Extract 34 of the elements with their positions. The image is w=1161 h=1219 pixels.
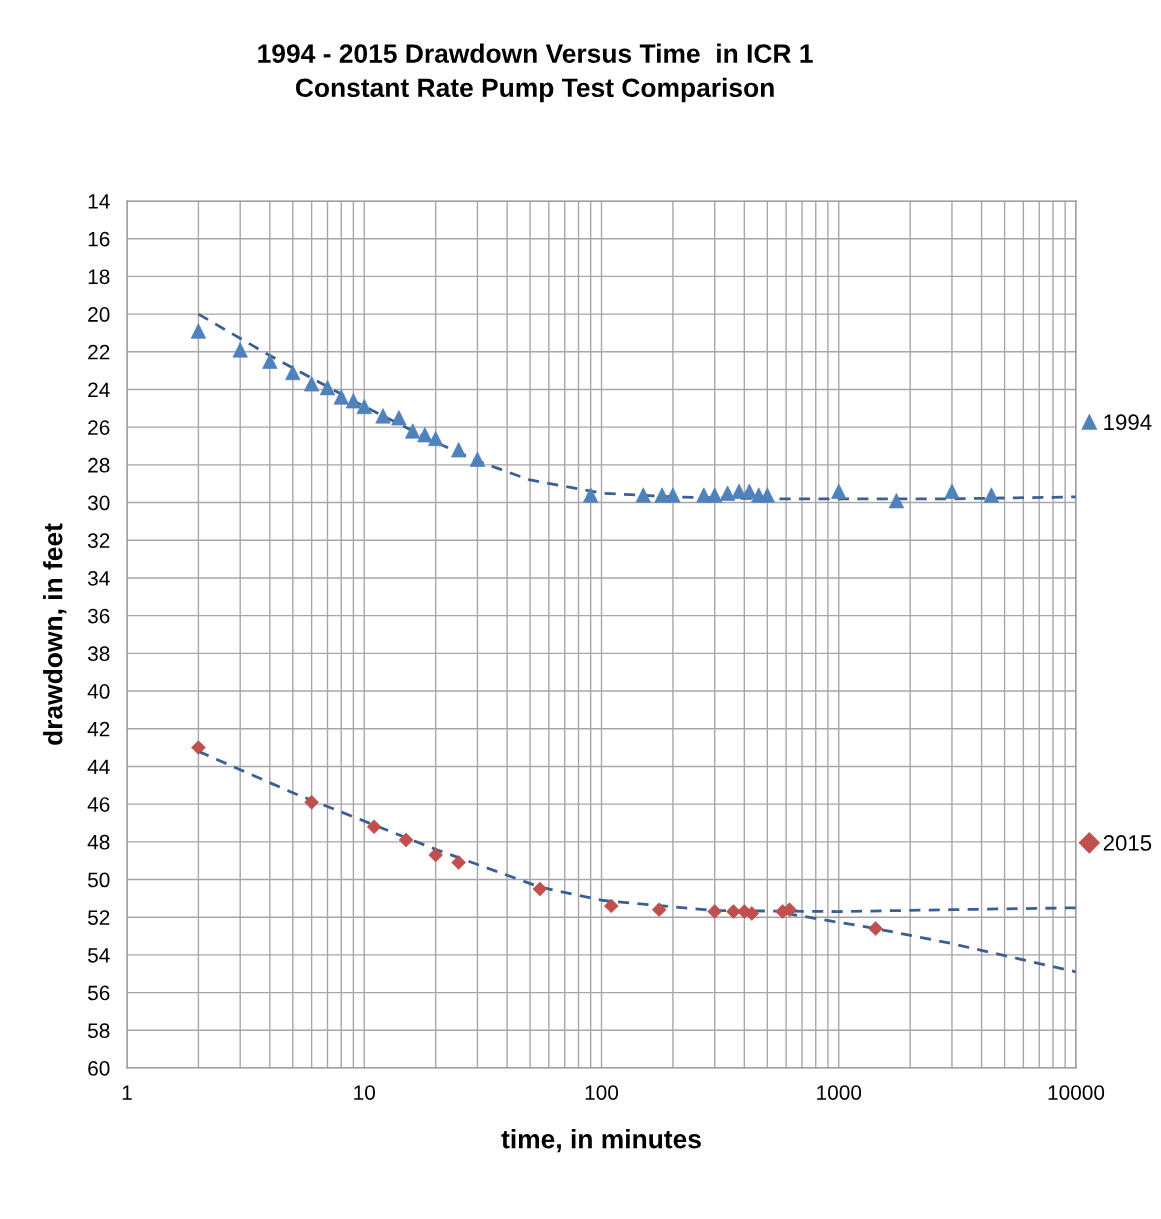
y-tick-label: 26 [88, 420, 110, 435]
y-tick-label: 30 [87, 495, 110, 511]
x-tick-label: 100 [585, 1085, 619, 1100]
y-tick-label: 18 [88, 269, 110, 285]
y-tick-label: 56 [88, 985, 110, 1001]
legend-label: 1994 [1104, 414, 1152, 431]
y-tick-label: 60 [88, 1061, 110, 1076]
y-tick-label: 58 [88, 1023, 110, 1039]
y-tick-label: 28 [88, 457, 110, 473]
y-tick-label: 16 [88, 231, 110, 247]
y-tick-label: 52 [88, 910, 110, 925]
x-tick-label: 10 [354, 1085, 376, 1100]
x-axis-title: time, in minutes [501, 1129, 701, 1153]
y-tick-label: 40 [87, 684, 110, 699]
y-tick-label: 38 [87, 646, 110, 662]
y-axis-title: drawdown, in feet [43, 523, 67, 745]
legend-label: 2015 [1103, 835, 1152, 851]
y-tick-label: 22 [88, 344, 110, 360]
y-tick-label: 34 [87, 570, 110, 586]
y-tick-label: 32 [87, 533, 110, 549]
y-tick-label: 48 [87, 834, 110, 850]
x-tick-label: 1000 [817, 1085, 862, 1100]
y-tick-label: 20 [88, 307, 110, 322]
y-tick-label: 14 [88, 194, 110, 209]
y-tick-label: 50 [88, 872, 110, 888]
x-tick-label: 10000 [1048, 1085, 1105, 1100]
x-tick-label: 1 [122, 1085, 132, 1100]
y-tick-label: 24 [88, 382, 110, 398]
y-tick-label: 54 [88, 948, 110, 963]
chart-title: 1994 - 2015 Drawdown Versus Time in ICR 1 Constant Rate Pump Test Comparison [258, 43, 813, 103]
y-tick-label: 44 [87, 759, 110, 774]
y-tick-label: 46 [87, 797, 110, 812]
y-tick-label: 36 [87, 608, 110, 624]
y-tick-label: 42 [87, 721, 110, 737]
